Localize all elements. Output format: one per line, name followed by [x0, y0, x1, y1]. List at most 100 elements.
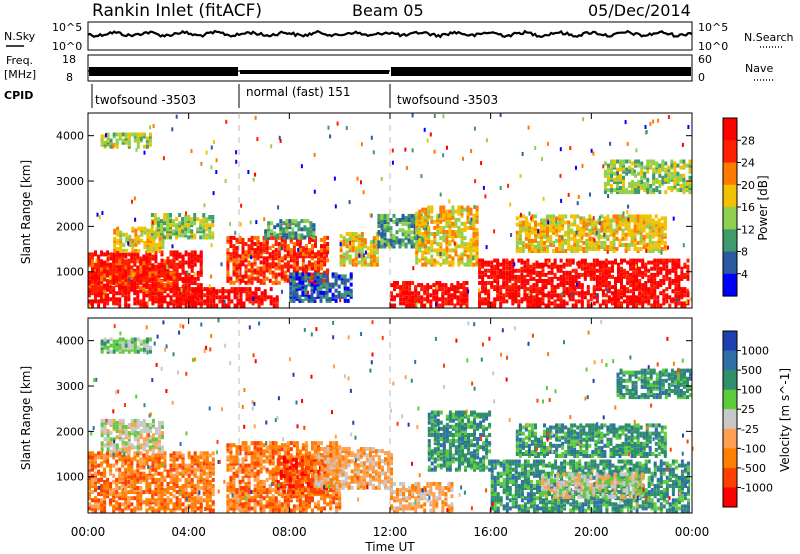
heatmap-cell-3488 — [647, 299, 651, 304]
heatmap-cell-3645 — [686, 299, 690, 304]
heatmap-cell-2392 — [441, 287, 445, 292]
heatmap-cell-1985 — [343, 274, 347, 279]
heatmap-cell-3985 — [612, 234, 616, 239]
heatmap-cell-1061 — [205, 227, 209, 232]
heatmap-speck-250 — [478, 288, 481, 293]
heatmap-cell-2642 — [451, 230, 455, 234]
heatmap-cell-4206 — [616, 184, 619, 188]
heatmap-cell-510 — [187, 260, 191, 265]
heatmap-cell-1861 — [298, 296, 302, 301]
heatmap-cell-2422 — [456, 295, 460, 300]
heatmap-cell-3446 — [638, 293, 642, 298]
heatmap-cell-2049 — [354, 252, 358, 257]
heatmap-cell-2928 — [511, 268, 515, 273]
heatmap-cell-3124 — [559, 264, 563, 269]
heatmap-cell-14 — [88, 459, 91, 464]
heatmap-cell-680 — [124, 269, 128, 274]
heatmap-cell-4011 — [621, 236, 625, 241]
heatmap-speck-100 — [225, 119, 228, 124]
heatmap-cell-380 — [160, 250, 164, 255]
heatmap-cell-1419 — [247, 237, 251, 242]
heatmap-cell-301 — [145, 254, 149, 259]
heatmap-cell-3303 — [604, 272, 608, 277]
heatmap-cell-706 — [133, 285, 137, 290]
heatmap-cell-2365 — [429, 285, 433, 290]
heatmap-cell-4348 — [664, 173, 668, 178]
heatmap-cell-1734 — [323, 235, 327, 240]
heatmap-cell-3280 — [598, 260, 602, 265]
heatmap-cell-4408 — [685, 163, 689, 168]
heatmap-cell-464 — [178, 262, 182, 267]
heatmap-cell-3125 — [559, 258, 563, 263]
heatmap-cell-3842 — [567, 220, 571, 225]
heatmap-cell-840 — [116, 226, 120, 231]
heatmap-cell-773 — [157, 277, 161, 282]
heatmap-cell-4360 — [670, 188, 674, 193]
heatmap-cell-1269 — [245, 291, 249, 296]
heatmap-cell-949 — [153, 217, 157, 222]
heatmap-cell-4004 — [618, 238, 622, 243]
heatmap-cell-2104 — [372, 236, 376, 241]
heatmap-cell-4361 — [670, 186, 674, 190]
heatmap-cell-2862 — [499, 301, 503, 306]
heatmap-cell-2404 — [447, 289, 451, 294]
heatmap-cell-3251 — [592, 272, 596, 277]
heatmap-cell-3042 — [538, 287, 542, 292]
heatmap-cell-2504 — [424, 248, 428, 253]
heatmap-cell-2291 — [399, 293, 403, 298]
heatmap-cell-3244 — [592, 301, 596, 306]
heatmap-cell-688 — [127, 281, 131, 286]
heatmap-speck-112 — [210, 274, 213, 279]
heatmap-cell-655 — [115, 259, 119, 264]
heatmap-cell-231 — [133, 301, 137, 306]
heatmap-cell-625 — [106, 287, 110, 292]
heatmap-cell-4143 — [657, 224, 661, 229]
heatmap-cell-712 — [136, 289, 140, 294]
heatmap-cell-54 — [97, 504, 101, 509]
heatmap-cell-3896 — [585, 232, 589, 237]
heatmap-cell-2077 — [363, 262, 367, 267]
heatmap-cell-3409 — [632, 303, 636, 308]
heatmap-cell-2831 — [490, 260, 494, 265]
heatmap-cell-1056 — [202, 217, 206, 222]
heatmap-cell-3357 — [617, 268, 620, 273]
heatmap-speck-245 — [433, 149, 436, 154]
heatmap-cell-3389 — [626, 287, 630, 292]
heatmap-cell-3433 — [635, 283, 639, 288]
heatmap-cell-27 — [94, 299, 97, 304]
heatmap-cell-4291 — [643, 171, 647, 176]
heatmap-cell-3394 — [626, 260, 630, 265]
heatmap-cell-4296 — [646, 184, 650, 188]
heatmap-cell-3957 — [603, 224, 607, 229]
heatmap-cell-4161 — [663, 224, 667, 229]
heatmap-cell-1495 — [265, 256, 269, 261]
heatmap-cell-2427 — [459, 303, 463, 308]
heatmap-cell-734 — [142, 261, 146, 266]
heatmap-cell-4148 — [660, 238, 664, 243]
heatmap-cell-2809 — [487, 303, 491, 308]
heatmap-cell-771 — [157, 287, 161, 292]
heatmap-cell-3727 — [534, 214, 537, 219]
heatmap-cell-1804 — [297, 221, 301, 226]
heatmap-cell-3909 — [588, 220, 592, 225]
heatmap-cell-3264 — [595, 279, 599, 283]
heatmap-cell-3933 — [597, 245, 601, 249]
heatmap-cell-3289 — [601, 274, 605, 279]
heatmap-cell-339 — [154, 287, 158, 292]
heatmap-cell-1936 — [325, 296, 329, 301]
heatmap-cell-2601 — [445, 256, 449, 261]
heatmap-cell-947 — [153, 221, 157, 226]
heatmap-cell-3172 — [571, 283, 575, 288]
heatmap-cell-3203 — [580, 293, 584, 298]
heatmap-cell-1218 — [215, 289, 219, 294]
heatmap-cell-2567 — [436, 217, 440, 222]
heatmap-cell-3065 — [544, 283, 548, 288]
heatmap-cell-1681 — [311, 244, 314, 249]
heatmap-cell-4246 — [628, 169, 632, 174]
heatmap-cell-952 — [157, 231, 160, 236]
heatmap-cell-3673 — [518, 224, 522, 229]
heatmap-speck-212 — [644, 125, 647, 129]
heatmap-cell-2984 — [526, 297, 530, 302]
heatmap-cell-3208 — [580, 272, 584, 277]
heatmap-cell-80 — [100, 455, 104, 460]
